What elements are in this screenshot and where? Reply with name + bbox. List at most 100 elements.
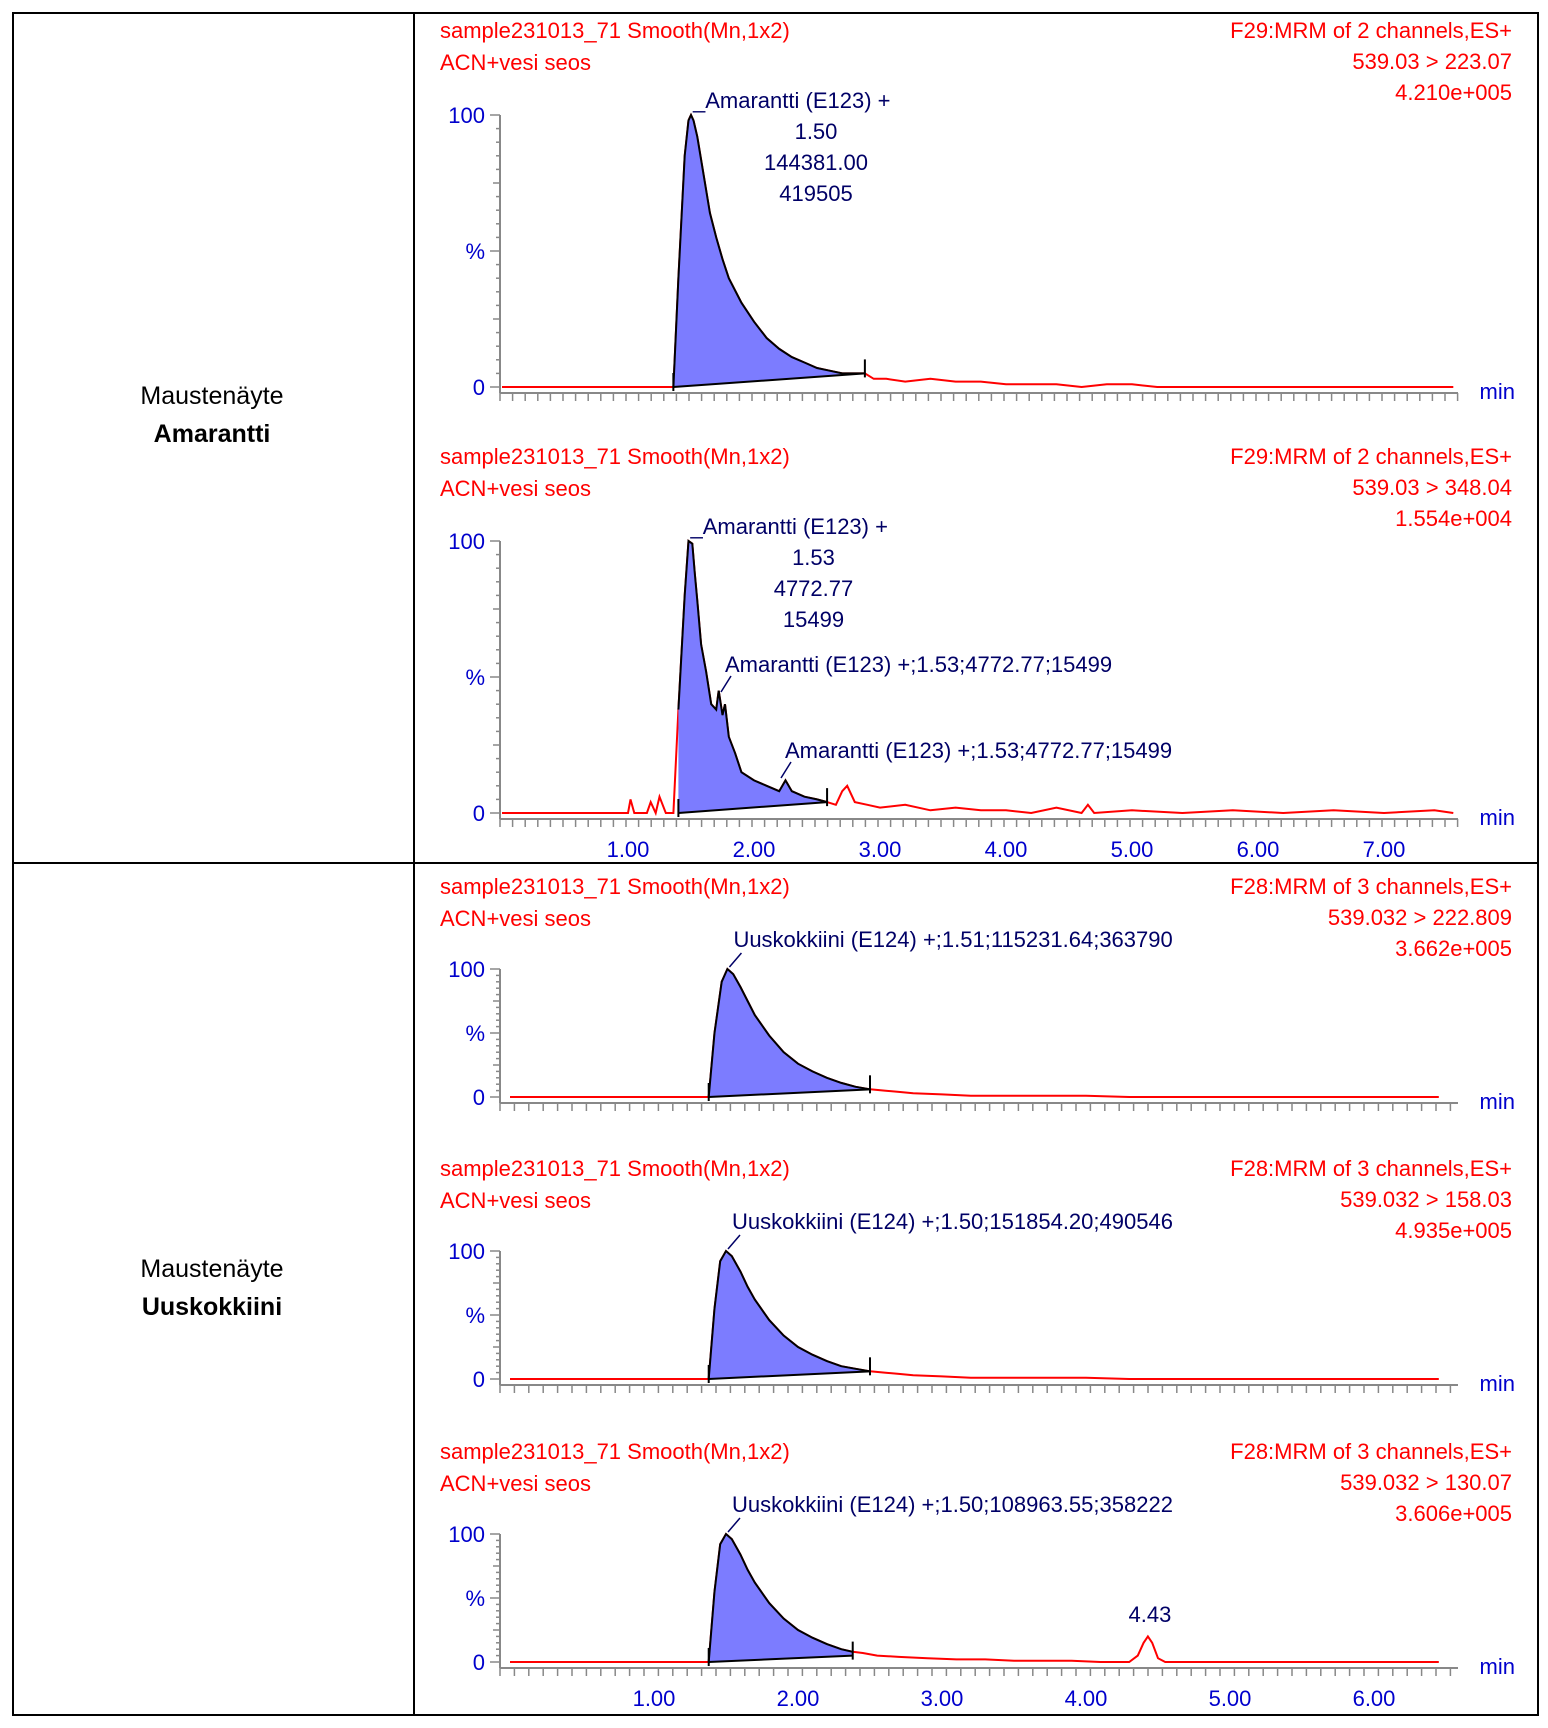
x-axis-label: min xyxy=(1480,1089,1515,1114)
x-tick-label: 5.00 xyxy=(1209,1686,1252,1711)
peak-label-leader xyxy=(727,1517,741,1533)
y-axis-label: % xyxy=(465,1586,485,1611)
x-axis-label: min xyxy=(1480,379,1515,404)
peak-label-leader xyxy=(728,952,743,968)
peak-label-value: 15499 xyxy=(783,607,844,632)
peak-label-value: 144381.00 xyxy=(764,150,868,175)
table-border-top xyxy=(12,12,1539,14)
series-trace xyxy=(502,539,1454,817)
y-tick-label: 100 xyxy=(448,1239,485,1264)
peak-baseline xyxy=(708,1088,871,1098)
function-label: F28:MRM of 3 channels,ES+ xyxy=(1230,1156,1512,1181)
peak-outline xyxy=(707,1532,853,1663)
chart-subtitle: ACN+vesi seos xyxy=(440,476,591,501)
peak-label-value: 4772.77 xyxy=(774,576,854,601)
y-axis-label: % xyxy=(465,1303,485,1328)
intensity-label: 4.210e+005 xyxy=(1395,80,1512,105)
intensity-label: 1.554e+004 xyxy=(1395,506,1512,531)
peak-outline xyxy=(672,112,865,388)
x-tick-label: 3.00 xyxy=(921,1686,964,1711)
chromatogram-panel: sample231013_71 Smooth(Mn,1x2) ACN+vesi s… xyxy=(440,1156,1515,1396)
y-tick-label: 100 xyxy=(448,529,485,554)
peak-label-value: 419505 xyxy=(779,181,852,206)
x-tick-label: 1.00 xyxy=(607,837,650,862)
y-tick-label: 0 xyxy=(473,801,485,826)
transition-label: 539.032 > 158.03 xyxy=(1340,1187,1512,1212)
function-label: F28:MRM of 3 channels,ES+ xyxy=(1230,874,1512,899)
series-trace xyxy=(510,967,1439,1098)
peak-baseline xyxy=(673,372,865,388)
table-border-left xyxy=(12,12,14,1716)
chart-subtitle: ACN+vesi seos xyxy=(440,906,591,931)
x-tick-label: 2.00 xyxy=(777,1686,820,1711)
x-axis-label: min xyxy=(1480,805,1515,830)
sample-label-line1: Maustenäyte xyxy=(140,382,284,410)
peak-area xyxy=(708,969,870,1097)
table-border-middle xyxy=(12,862,1539,864)
y-axis-label: % xyxy=(465,239,485,264)
peak-label: Amarantti (E123) +;1.53;4772.77;15499 xyxy=(725,652,1112,677)
chart-subtitle: ACN+vesi seos xyxy=(440,50,591,75)
chromatogram-panel: sample231013_71 Smooth(Mn,1x2) ACN+vesi s… xyxy=(440,444,1515,862)
transition-label: 539.03 > 348.04 xyxy=(1352,475,1512,500)
function-label: F28:MRM of 3 channels,ES+ xyxy=(1230,1439,1512,1464)
sample-label-line2: Amarantti xyxy=(153,420,271,448)
chromatogram-panel: sample231013_71 Smooth(Mn,1x2) ACN+vesi s… xyxy=(440,18,1515,404)
y-tick-label: 100 xyxy=(448,957,485,982)
sample-label-uuskokkiini: Maustenäyte Uuskokkiini xyxy=(12,1250,412,1326)
peak-label: Uuskokkiini (E124) +;1.51;115231.64;3637… xyxy=(733,927,1172,952)
x-tick-label: 7.00 xyxy=(1363,837,1406,862)
peak-label: _Amarantti (E123) + xyxy=(692,88,890,113)
chart-title: sample231013_71 Smooth(Mn,1x2) xyxy=(440,444,790,469)
sample-label-line2: Uuskokkiini xyxy=(141,1293,283,1321)
peak-area xyxy=(708,1534,853,1662)
function-label: F29:MRM of 2 channels,ES+ xyxy=(1230,444,1512,469)
y-tick-label: 0 xyxy=(473,1085,485,1110)
peak-area xyxy=(678,541,828,813)
table-border-divider xyxy=(413,12,415,1716)
x-axis-label: min xyxy=(1480,1371,1515,1396)
function-label: F29:MRM of 2 channels,ES+ xyxy=(1230,18,1512,43)
peak-outline xyxy=(677,539,828,804)
y-tick-label: 0 xyxy=(473,1367,485,1392)
chart-title: sample231013_71 Smooth(Mn,1x2) xyxy=(440,18,790,43)
x-tick-label: 5.00 xyxy=(1111,837,1154,862)
chart-title: sample231013_71 Smooth(Mn,1x2) xyxy=(440,1156,790,1181)
y-axis-label: % xyxy=(465,1021,485,1046)
chromatogram-panel: sample231013_71 Smooth(Mn,1x2) ACN+vesi s… xyxy=(440,1439,1515,1711)
transition-label: 539.03 > 223.07 xyxy=(1352,49,1512,74)
series-trace xyxy=(502,112,1454,389)
y-axis-label: % xyxy=(465,665,485,690)
peak-outline xyxy=(707,967,871,1098)
series-trace xyxy=(510,1532,1439,1663)
peak-label: Amarantti (E123) +;1.53;4772.77;15499 xyxy=(785,738,1172,763)
peak-label: Uuskokkiini (E124) +;1.50;151854.20;4905… xyxy=(732,1209,1173,1234)
peak-label-leader xyxy=(727,1234,741,1250)
y-tick-label: 0 xyxy=(473,375,485,400)
x-tick-label: 3.00 xyxy=(859,837,902,862)
transition-label: 539.032 > 222.809 xyxy=(1328,905,1512,930)
chart-title: sample231013_71 Smooth(Mn,1x2) xyxy=(440,874,790,899)
peak-area xyxy=(673,115,865,387)
peak-label: _Amarantti (E123) + xyxy=(689,514,887,539)
peak-label: Uuskokkiini (E124) +;1.50;108963.55;3582… xyxy=(732,1492,1173,1517)
peak-label-value: 1.50 xyxy=(795,119,838,144)
peak-baseline xyxy=(708,1654,853,1663)
intensity-label: 4.935e+005 xyxy=(1395,1218,1512,1243)
peak-baseline xyxy=(708,1370,871,1380)
intensity-label: 3.606e+005 xyxy=(1395,1501,1512,1526)
x-tick-label: 4.00 xyxy=(985,837,1028,862)
peak-baseline xyxy=(678,801,828,814)
x-tick-label: 1.00 xyxy=(633,1686,676,1711)
x-tick-label: 2.00 xyxy=(733,837,776,862)
chart-subtitle: ACN+vesi seos xyxy=(440,1188,591,1213)
chart-subtitle: ACN+vesi seos xyxy=(440,1471,591,1496)
y-tick-label: 0 xyxy=(473,1650,485,1675)
table-border-bottom xyxy=(12,1714,1539,1716)
peak-label-value: 1.53 xyxy=(792,545,835,570)
peak-area xyxy=(708,1251,870,1379)
x-tick-label: 6.00 xyxy=(1237,837,1280,862)
sample-label-amarantti: Maustenäyte Amarantti xyxy=(12,377,412,453)
